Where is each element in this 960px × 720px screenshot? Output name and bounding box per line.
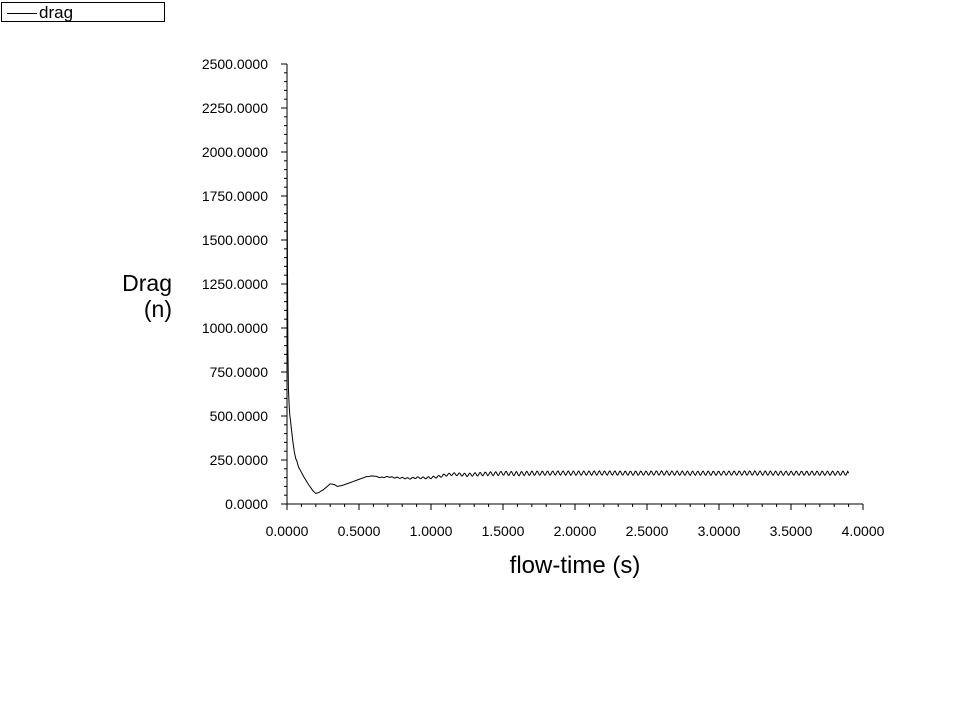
legend-label-drag: drag bbox=[39, 3, 74, 22]
y-tick-label: 2500.0000 bbox=[202, 56, 268, 72]
x-tick-label: 0.5000 bbox=[338, 523, 381, 539]
legend: drag bbox=[1, 2, 165, 22]
y-tick-label: 2000.0000 bbox=[202, 144, 268, 160]
x-tick-label: 1.5000 bbox=[482, 523, 525, 539]
x-tick-label: 4.0000 bbox=[842, 523, 885, 539]
x-tick-label: 3.5000 bbox=[770, 523, 813, 539]
x-tick-label: 1.0000 bbox=[410, 523, 453, 539]
axes bbox=[286, 64, 863, 505]
y-tick-label: 0.0000 bbox=[225, 496, 268, 512]
y-tick-label: 1000.0000 bbox=[202, 320, 268, 336]
y-tick-label: 250.0000 bbox=[210, 452, 269, 468]
y-tick-label: 500.0000 bbox=[210, 408, 269, 424]
legend-line-swatch bbox=[7, 13, 37, 14]
y-tick-label: 1750.0000 bbox=[202, 188, 268, 204]
y-tick-label: 750.0000 bbox=[210, 364, 269, 380]
y-axis-label: Drag (n) bbox=[100, 270, 172, 322]
y-tick-label: 1500.0000 bbox=[202, 232, 268, 248]
series-line-drag bbox=[286, 146, 850, 495]
x-tick-label: 2.0000 bbox=[554, 523, 597, 539]
ticks bbox=[281, 63, 864, 510]
tick-labels: 0.0000 250.0000 500.0000 750.0000 1000.0000 1… bbox=[202, 56, 885, 539]
y-axis-label-line2: (n) bbox=[143, 296, 172, 322]
y-axis-label-line1: Drag bbox=[122, 270, 172, 296]
x-axis-label: flow-time (s) bbox=[509, 552, 641, 579]
y-tick-label: 2250.0000 bbox=[202, 100, 268, 116]
x-tick-label: 2.5000 bbox=[626, 523, 669, 539]
y-tick-label: 1250.0000 bbox=[202, 276, 268, 292]
series-layer bbox=[286, 146, 850, 495]
x-tick-label: 3.0000 bbox=[698, 523, 741, 539]
x-tick-label: 0.0000 bbox=[266, 523, 309, 539]
